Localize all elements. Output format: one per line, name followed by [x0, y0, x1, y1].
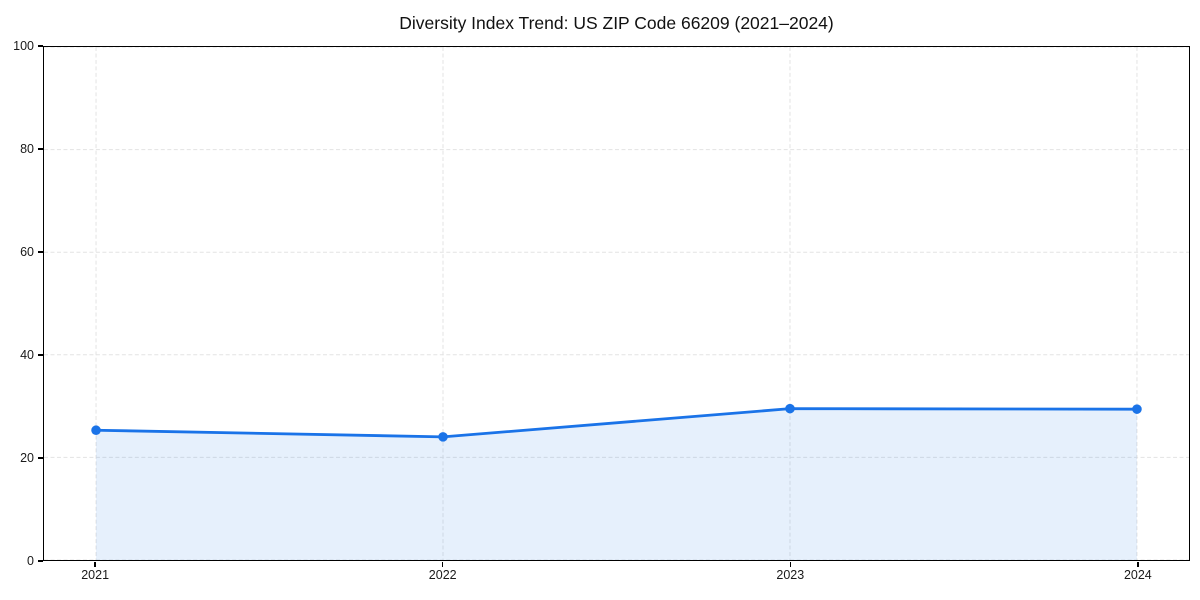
y-tick-label: 40 [20, 348, 34, 362]
y-tick-label: 80 [20, 142, 34, 156]
y-tick-label: 60 [20, 245, 34, 259]
trend-line [94, 407, 1139, 439]
area-line-chart [44, 47, 1189, 560]
y-tick-label: 20 [20, 451, 34, 465]
y-tick-mark [38, 457, 43, 459]
y-tick-mark [38, 148, 43, 150]
x-tick-mark [789, 561, 791, 567]
data-point-marker [91, 425, 101, 435]
y-tick-mark [38, 560, 43, 562]
data-point-marker [438, 432, 448, 442]
x-tick-mark [94, 561, 96, 567]
x-tick-mark [442, 561, 444, 567]
x-tick-label: 2022 [428, 568, 457, 582]
x-tick-label: 2023 [776, 568, 805, 582]
x-tick-label: 2021 [81, 568, 110, 582]
x-tick-mark [1137, 561, 1139, 567]
chart-title: Diversity Index Trend: US ZIP Code 66209… [399, 13, 834, 33]
y-tick-label: 0 [27, 554, 34, 568]
y-tick-mark [38, 45, 43, 47]
y-tick-mark [38, 251, 43, 253]
y-tick-mark [38, 354, 43, 356]
y-tick-label: 100 [13, 39, 34, 53]
plot-area [43, 46, 1190, 561]
x-tick-label: 2024 [1123, 568, 1152, 582]
data-point-marker [1132, 404, 1142, 414]
area-fill [96, 408, 1137, 560]
data-point-marker [785, 403, 795, 414]
